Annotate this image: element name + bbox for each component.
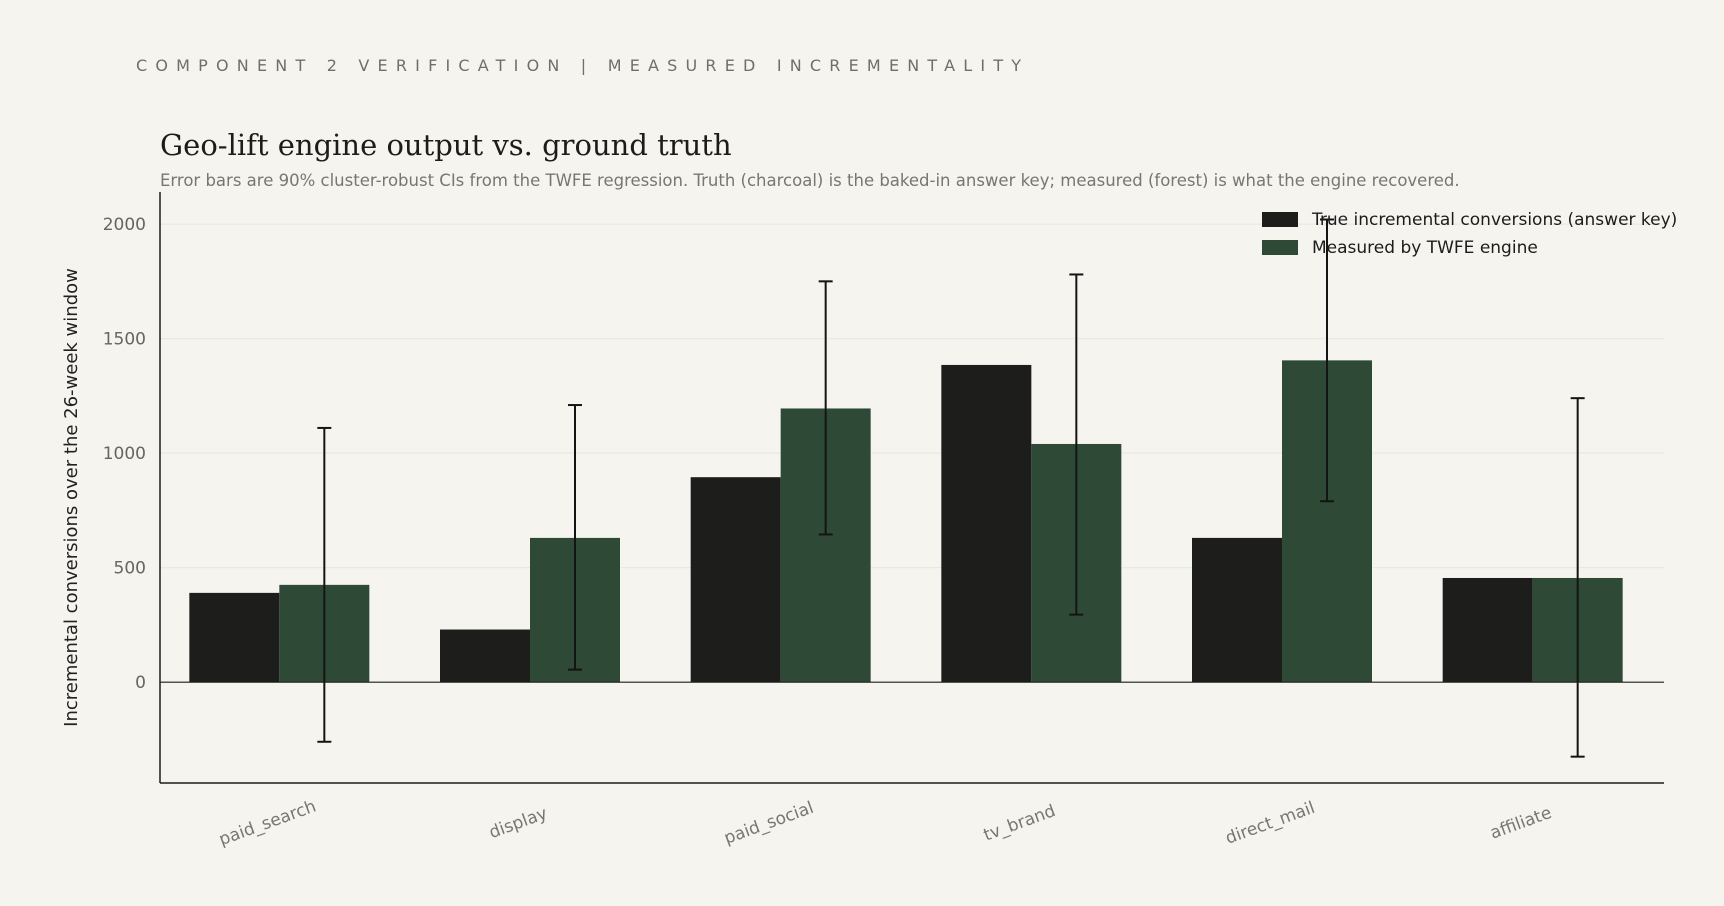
x-tick-label: tv_brand [981,801,1058,845]
y-tick-label: 1500 [103,330,146,350]
bar-truth-tv_brand [941,364,1032,683]
y-tick-label: 500 [114,559,146,579]
legend-label: Measured by TWFE engine [1312,238,1538,258]
bar-truth-paid_search [189,592,280,683]
bar-truth-affiliate [1442,577,1533,683]
x-tick-label: affiliate [1488,803,1555,844]
legend: True incremental conversions (answer key… [1262,210,1677,258]
legend-swatch [1262,240,1298,255]
error-bars [317,218,1585,758]
chart-kicker: COMPONENT 2 VERIFICATION | MEASURED INCR… [136,56,1030,75]
x-tick-label: direct_mail [1223,798,1318,849]
bars [189,360,1623,683]
y-tick-label: 1000 [103,444,146,464]
gridlines [160,223,1664,569]
y-tick-label: 0 [135,673,146,693]
chart-title: Geo-lift engine output vs. ground truth [160,128,732,162]
legend-swatch [1262,212,1298,227]
bar-truth-direct_mail [1192,537,1282,683]
y-tick-label: 2000 [103,215,146,235]
legend-label: True incremental conversions (answer key… [1311,210,1677,230]
chart-subtitle: Error bars are 90% cluster-robust CIs fr… [160,171,1460,190]
x-tick-label: display [487,804,551,843]
x-tick-label: paid_search [216,797,318,851]
x-tick-label: paid_social [722,798,817,849]
y-axis-label: Incremental conversions over the 26-week… [61,268,82,727]
bar-truth-paid_social [690,477,781,683]
bar-truth-display [440,629,530,683]
